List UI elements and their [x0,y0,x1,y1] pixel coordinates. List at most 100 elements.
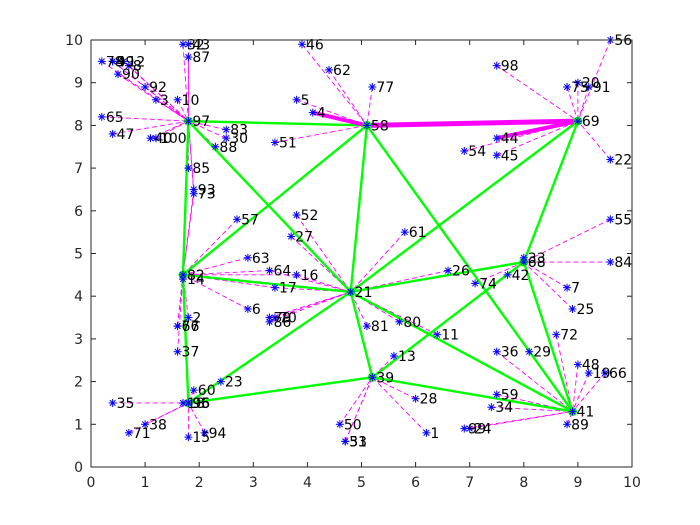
point-marker-34 [487,403,496,412]
point-label-65: 65 [106,110,124,126]
point-label-100: 100 [160,131,187,147]
spoke-edge-46-58 [301,43,368,126]
point-label-55: 55 [614,212,632,228]
point-label-88: 88 [219,140,237,156]
point-marker-90 [114,70,123,79]
y-tick-label-4: 4 [74,289,83,305]
tree-edge-21-96 [187,290,352,404]
spoke-edge-25-68 [523,261,573,310]
point-marker-97 [184,117,193,126]
point-marker-43 [184,40,193,49]
point-label-77: 77 [376,80,394,96]
spoke-edge-81-21 [350,291,368,327]
y-tick-label-0: 0 [74,460,83,476]
spoke-edge-17-21 [274,287,351,293]
spoke-edge-40-97 [150,120,189,139]
point-label-1: 1 [430,426,439,442]
data-points [97,36,615,446]
point-label-74: 74 [479,276,497,292]
spoke-edge-83-97 [188,120,227,131]
x-tick-label-5: 5 [357,475,366,491]
spoke-edge-91-69 [577,86,590,122]
spoke-edge-56-69 [577,39,611,122]
point-marker-72 [552,330,561,339]
spoke-edge-61-21 [350,231,406,293]
point-label-37: 37 [182,345,200,361]
point-label-6: 6 [252,302,261,318]
point-marker-15 [184,433,193,442]
point-label-10: 10 [182,93,200,109]
point-marker-4 [308,108,317,117]
point-marker-13 [389,351,398,360]
point-marker-57 [233,215,242,224]
point-label-24: 24 [474,422,492,438]
spoke-edge-5-58 [296,99,368,126]
spoke-edge-100-97 [155,120,189,139]
point-label-61: 61 [409,225,427,241]
x-axis-ticks: 0 1 2 3 4 5 6 7 8 9 10 [87,40,641,491]
spoke-edge-99-41 [464,411,573,430]
point-marker-49 [108,57,117,66]
spoke-edge-47-97 [112,120,189,135]
y-tick-label-2: 2 [74,375,83,391]
point-label-54: 54 [468,144,486,160]
highlight-edge-58-69 [366,118,578,128]
point-marker-92 [141,82,150,91]
point-marker-85 [184,164,193,173]
y-tick-label-9: 9 [74,76,83,92]
point-label-45: 45 [501,148,519,164]
point-marker-12 [119,57,128,66]
point-marker-23 [216,377,225,386]
spoke-edge-55-68 [523,218,611,263]
point-marker-93 [189,185,198,194]
spoke-edge-72-41 [555,334,573,412]
point-label-12: 12 [127,54,145,70]
tree-edge-82-96 [181,274,190,404]
spoke-edge-93-97 [187,121,195,190]
point-label-38: 38 [149,417,167,433]
point-marker-44 [492,134,501,143]
point-marker-69 [573,117,582,126]
point-marker-6 [243,305,252,314]
spoke-edge-75-69 [566,86,579,122]
point-marker-78 [97,57,106,66]
x-tick-label-0: 0 [87,475,96,491]
point-marker-17 [270,283,279,292]
point-label-58: 58 [371,118,389,134]
point-marker-100 [151,134,160,143]
point-label-90: 90 [122,67,140,83]
point-marker-50 [335,420,344,429]
point-label-51: 51 [279,135,297,151]
point-marker-60 [189,386,198,395]
point-label-20: 20 [582,76,600,92]
point-label-93: 93 [198,182,216,198]
spoke-edge-45-69 [496,120,579,156]
highlight-edge-4-58 [312,110,368,128]
point-label-85: 85 [192,161,210,177]
y-tick-label-3: 3 [74,332,83,348]
point-label-87: 87 [192,50,210,66]
x-tick-label-2: 2 [195,475,204,491]
point-marker-82 [178,270,187,279]
point-label-53: 53 [349,434,367,450]
point-label-11: 11 [441,328,459,344]
spoke-edge-74-68 [474,261,524,284]
point-label-8: 8 [133,59,142,75]
point-label-73: 73 [198,187,216,203]
spoke-edge-19-41 [572,372,590,412]
x-tick-label-6: 6 [411,475,420,491]
x-tick-label-7: 7 [465,475,474,491]
point-marker-45 [492,151,501,160]
point-marker-26 [444,266,453,275]
point-marker-51 [270,138,279,147]
point-marker-91 [584,82,593,91]
tree-edge-68-39 [371,261,525,379]
point-label-42: 42 [512,268,530,284]
tree-edge-39-41 [372,376,573,413]
tree-edge-58-41 [365,124,574,413]
point-marker-80 [395,317,404,326]
point-label-63: 63 [252,251,270,267]
point-marker-30 [222,134,231,143]
